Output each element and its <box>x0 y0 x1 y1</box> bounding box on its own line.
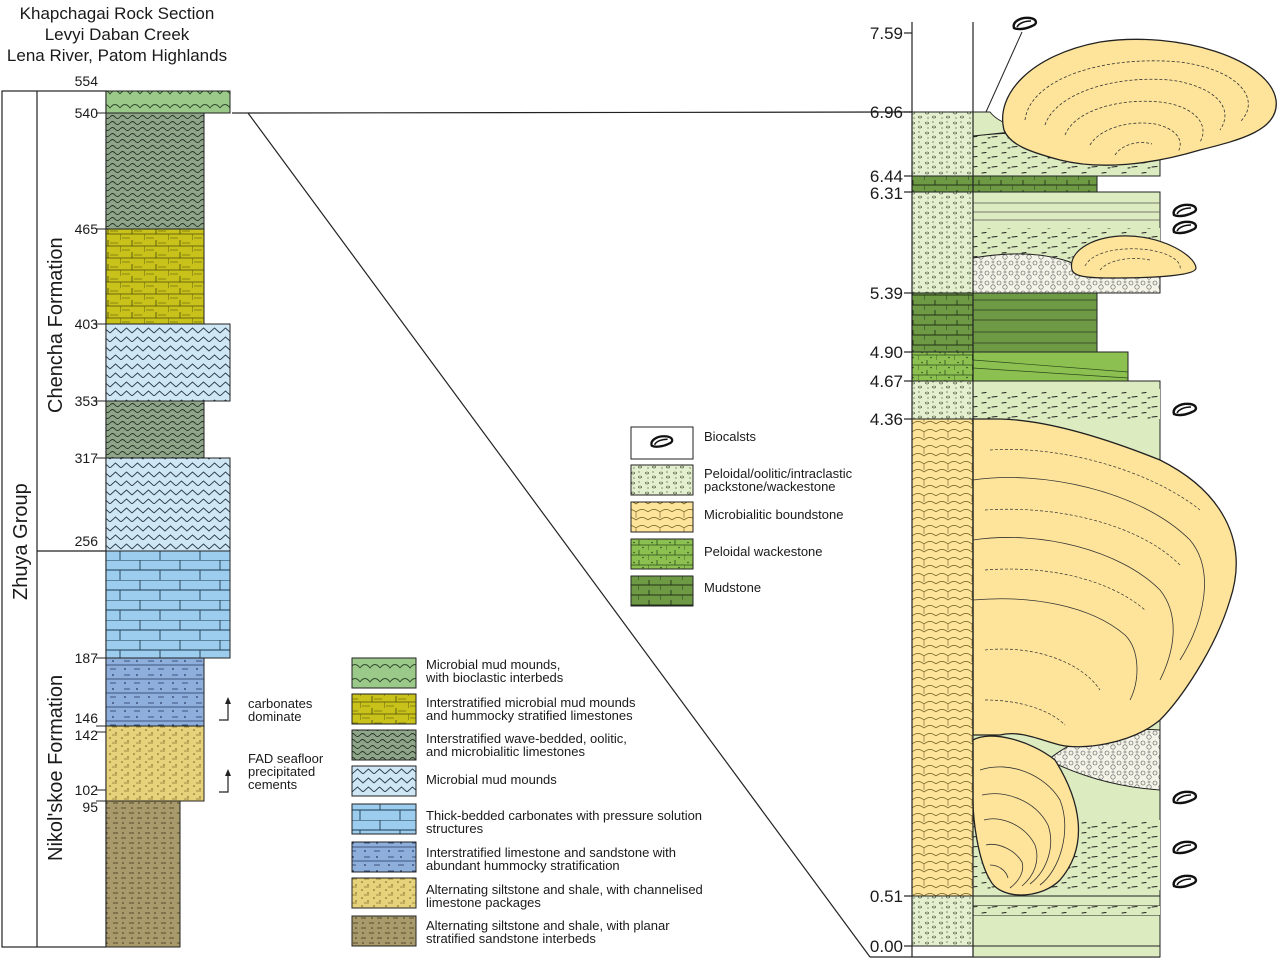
svg-text:Interstratified microbial mud: Interstratified microbial mud mounds <box>426 695 636 710</box>
svg-text:and hummocky stratified limest: and hummocky stratified limestones <box>426 708 633 723</box>
section-title: Khapchagai Rock Section Levyi Daban Cree… <box>7 4 227 65</box>
svg-text:Peloidal/oolitic/intraclastic: Peloidal/oolitic/intraclastic <box>704 466 853 481</box>
tick-label: 7.59 <box>870 24 903 43</box>
formation-label-chencha: Chencha Formation <box>45 237 67 413</box>
tick-label: 102 <box>75 782 99 798</box>
tick-label: 403 <box>75 316 99 332</box>
svg-text:Microbial mud mounds: Microbial mud mounds <box>426 772 557 787</box>
tick-label: 6.31 <box>870 184 903 203</box>
legend-item: Interstratified limestone and sandstone … <box>351 841 676 873</box>
tick-label: 317 <box>75 450 99 466</box>
annotation-carbonates: carbonates dominate <box>219 696 313 724</box>
bioclast-icon <box>1172 402 1198 417</box>
legend-item: Microbial mud mounds, with bioclastic in… <box>351 657 564 689</box>
legend-item: Peloidal wackestone <box>630 538 823 570</box>
detail-axis <box>904 22 974 957</box>
annotation-line: FAD seafloor <box>248 751 324 766</box>
legend-item: Alternating siltstone and shale, with pl… <box>351 915 670 947</box>
tick-label: 6.96 <box>870 103 903 122</box>
svg-text:Alternating siltstone and shal: Alternating siltstone and shale, with ch… <box>426 882 703 897</box>
bioclast-icon <box>1172 790 1198 805</box>
tick-label: 554 <box>75 73 99 89</box>
svg-text:Mudstone: Mudstone <box>704 580 761 595</box>
group-label: Zhuya Group <box>10 483 32 600</box>
tick-label: 256 <box>75 533 99 549</box>
unit-silt-channel <box>105 725 205 802</box>
detail-facies-sketch <box>972 16 1277 958</box>
annotation-line: carbonates <box>248 696 313 711</box>
legend-item: Microbialitic boundstone <box>630 501 843 533</box>
tick-label: 187 <box>75 650 99 666</box>
svg-text:Biocalsts: Biocalsts <box>704 429 757 444</box>
svg-text:with bioclastic interbeds: with bioclastic interbeds <box>425 670 564 685</box>
annotation-line: cements <box>248 777 298 792</box>
tick-label: 95 <box>82 799 98 815</box>
annotation-fad: FAD seafloor precipitated cements <box>219 751 324 793</box>
bioclast-icon <box>1172 840 1198 855</box>
unit-thick-bedded <box>105 550 231 659</box>
legend-item: Interstratified microbial mud mounds and… <box>351 693 636 725</box>
unit-mound-bioclastic <box>105 90 231 114</box>
svg-text:abundant hummocky stratificati: abundant hummocky stratification <box>426 858 620 873</box>
formation-label-nikolskoe: Nikol'skoe Formation <box>45 675 67 861</box>
tick-label: 353 <box>75 393 99 409</box>
tick-label: 146 <box>75 710 99 726</box>
bioclast-icon <box>1172 203 1198 218</box>
legend-item: Mudstone <box>630 575 761 607</box>
legend-item: Alternating siltstone and shale, with ch… <box>351 877 703 910</box>
tick-label: 4.67 <box>870 372 903 391</box>
unit-mound-hummocky <box>105 228 205 325</box>
unit-silt-planar <box>105 800 181 948</box>
unit-wave-bedded-lower <box>105 400 205 459</box>
annotation-line: precipitated <box>248 764 315 779</box>
bioclast-icon <box>1172 220 1198 235</box>
tick-label: 5.39 <box>870 284 903 303</box>
tick-label: 4.36 <box>870 410 903 429</box>
tick-label: 540 <box>75 105 99 121</box>
svg-text:Thick-bedded carbonates with p: Thick-bedded carbonates with pressure so… <box>426 808 702 823</box>
title-line-3: Lena River, Patom Highlands <box>7 46 227 65</box>
svg-text:Interstratified wave-bedded, o: Interstratified wave-bedded, oolitic, <box>426 731 627 746</box>
annotation-line: dominate <box>248 709 301 724</box>
bioclast-icon <box>1172 874 1198 889</box>
legend-detail: Biocalsts Peloidal/oolitic/intraclastic … <box>630 426 853 607</box>
unit-wave-bedded-upper <box>105 112 205 230</box>
unit-lime-sand <box>105 657 205 727</box>
legend-item: Microbial mud mounds <box>351 765 557 797</box>
legend-item: Thick-bedded carbonates with pressure so… <box>351 803 702 836</box>
tick-label: 6.44 <box>870 167 903 186</box>
svg-text:Interstratified limestone and: Interstratified limestone and sandstone … <box>426 845 676 860</box>
left-depth-ticks <box>96 90 106 802</box>
svg-text:Peloidal wackestone: Peloidal wackestone <box>704 544 823 559</box>
left-column <box>105 90 231 948</box>
svg-text:structures: structures <box>426 821 484 836</box>
bioclast-icon <box>1012 16 1038 31</box>
svg-text:stratified sandstone interbeds: stratified sandstone interbeds <box>426 931 596 946</box>
tick-label: 0.51 <box>870 887 903 906</box>
svg-text:Microbialitic boundstone: Microbialitic boundstone <box>704 507 843 522</box>
detail-lithology-bar <box>911 111 974 947</box>
title-line-2: Levyi Daban Creek <box>45 25 190 44</box>
unit-mud-mound-lower <box>105 457 231 552</box>
svg-text:Microbial mud mounds,: Microbial mud mounds, <box>426 657 560 672</box>
left-depth-labels: 554 540 465 403 353 317 256 187 146 142 … <box>75 73 99 815</box>
tick-label: 4.90 <box>870 343 903 362</box>
legend-item: Peloidal/oolitic/intraclastic packstone/… <box>630 464 853 496</box>
group-bracket: Zhuya Group Chencha Formation Nikol'skoe… <box>1 90 107 948</box>
svg-text:and microbialitic limestones: and microbialitic limestones <box>426 744 585 759</box>
detail-axis-labels: 7.59 6.96 6.44 6.31 5.39 4.90 4.67 4.36 … <box>870 24 903 956</box>
legend-item: Interstratified wave-bedded, oolitic, an… <box>351 729 627 761</box>
svg-text:packstone/wackestone: packstone/wackestone <box>704 479 836 494</box>
unit-mud-mound-upper <box>105 323 231 402</box>
legend-main: Microbial mud mounds, with bioclastic in… <box>351 657 703 947</box>
title-line-1: Khapchagai Rock Section <box>20 4 215 23</box>
svg-text:Alternating siltstone and shal: Alternating siltstone and shale, with pl… <box>426 918 670 933</box>
tick-label: 0.00 <box>870 937 903 956</box>
tick-label: 142 <box>75 727 99 743</box>
svg-text:limestone packages: limestone packages <box>426 895 541 910</box>
legend-item: Biocalsts <box>630 426 757 460</box>
tick-label: 465 <box>75 221 99 237</box>
